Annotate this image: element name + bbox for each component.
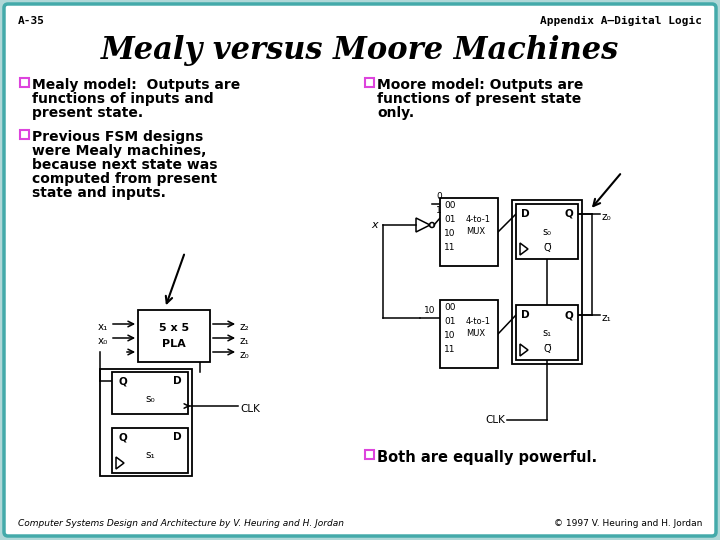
Text: s₀: s₀	[542, 227, 552, 237]
Text: 01: 01	[444, 215, 456, 225]
Text: z₀: z₀	[240, 350, 250, 360]
Text: z₂: z₂	[240, 322, 250, 332]
Text: only.: only.	[377, 106, 414, 120]
Text: MUX: MUX	[466, 227, 485, 237]
Text: Q: Q	[119, 376, 127, 386]
Bar	[365, 450, 374, 459]
Text: Mealy model:  Outputs are: Mealy model: Outputs are	[32, 78, 240, 92]
Text: 00: 00	[444, 201, 456, 211]
Text: CLK: CLK	[485, 415, 505, 425]
Text: Both are equally powerful.: Both are equally powerful.	[377, 450, 597, 465]
Text: © 1997 V. Heuring and H. Jordan: © 1997 V. Heuring and H. Jordan	[554, 519, 702, 528]
Text: x₁: x₁	[98, 322, 108, 332]
Text: 0: 0	[436, 192, 442, 201]
Text: Mealy versus Moore Machines: Mealy versus Moore Machines	[101, 35, 619, 65]
Bar	[112, 428, 188, 473]
Text: Q̅: Q̅	[543, 243, 551, 253]
Bar	[100, 369, 192, 476]
Bar	[112, 372, 188, 414]
Text: 4-to-1: 4-to-1	[466, 215, 491, 225]
Text: PLA: PLA	[162, 339, 186, 349]
Text: 11: 11	[444, 244, 456, 253]
Text: D: D	[521, 209, 529, 219]
Bar	[440, 300, 498, 368]
Text: computed from present: computed from present	[32, 172, 217, 186]
Text: 01: 01	[444, 318, 456, 327]
Text: state and inputs.: state and inputs.	[32, 186, 166, 200]
FancyBboxPatch shape	[4, 4, 716, 536]
Text: Previous FSM designs: Previous FSM designs	[32, 130, 203, 144]
Text: functions of inputs and: functions of inputs and	[32, 92, 214, 106]
Bar	[20, 78, 29, 87]
Bar	[365, 78, 374, 87]
Text: D: D	[521, 310, 529, 320]
Text: MUX: MUX	[466, 329, 485, 339]
Text: 10: 10	[444, 332, 456, 341]
Text: 10: 10	[444, 230, 456, 239]
Bar	[138, 310, 210, 362]
Text: Q: Q	[564, 209, 573, 219]
Text: A-35: A-35	[18, 16, 45, 26]
Text: 11: 11	[444, 346, 456, 354]
Text: Computer Systems Design and Architecture by V. Heuring and H. Jordan: Computer Systems Design and Architecture…	[18, 519, 344, 528]
Bar	[440, 198, 498, 266]
Bar	[20, 130, 29, 139]
Text: CLK: CLK	[240, 404, 260, 414]
Text: x₀: x₀	[98, 336, 108, 346]
Bar	[516, 305, 578, 360]
Text: 4-to-1: 4-to-1	[466, 318, 491, 327]
Text: x: x	[372, 220, 378, 230]
Text: 1: 1	[436, 206, 442, 215]
Text: s₁: s₁	[542, 328, 552, 338]
Text: s₀: s₀	[145, 394, 155, 404]
Text: z₁: z₁	[240, 336, 250, 346]
Text: Q̅: Q̅	[543, 344, 551, 354]
Text: 10: 10	[424, 306, 436, 315]
Text: Moore model: Outputs are: Moore model: Outputs are	[377, 78, 583, 92]
Text: s₁: s₁	[145, 450, 155, 460]
Text: Q: Q	[564, 310, 573, 320]
Bar	[512, 200, 582, 364]
Text: 00: 00	[444, 303, 456, 313]
Text: Appendix A—Digital Logic: Appendix A—Digital Logic	[540, 16, 702, 26]
Text: 5 x 5: 5 x 5	[159, 323, 189, 333]
Text: present state.: present state.	[32, 106, 143, 120]
Text: z₁: z₁	[602, 313, 612, 323]
Text: were Mealy machines,: were Mealy machines,	[32, 144, 207, 158]
Text: because next state was: because next state was	[32, 158, 217, 172]
Text: functions of present state: functions of present state	[377, 92, 581, 106]
Bar	[516, 204, 578, 259]
Text: Q: Q	[119, 432, 127, 442]
Text: z₀: z₀	[602, 212, 612, 222]
Text: D: D	[173, 432, 181, 442]
Text: D: D	[173, 376, 181, 386]
